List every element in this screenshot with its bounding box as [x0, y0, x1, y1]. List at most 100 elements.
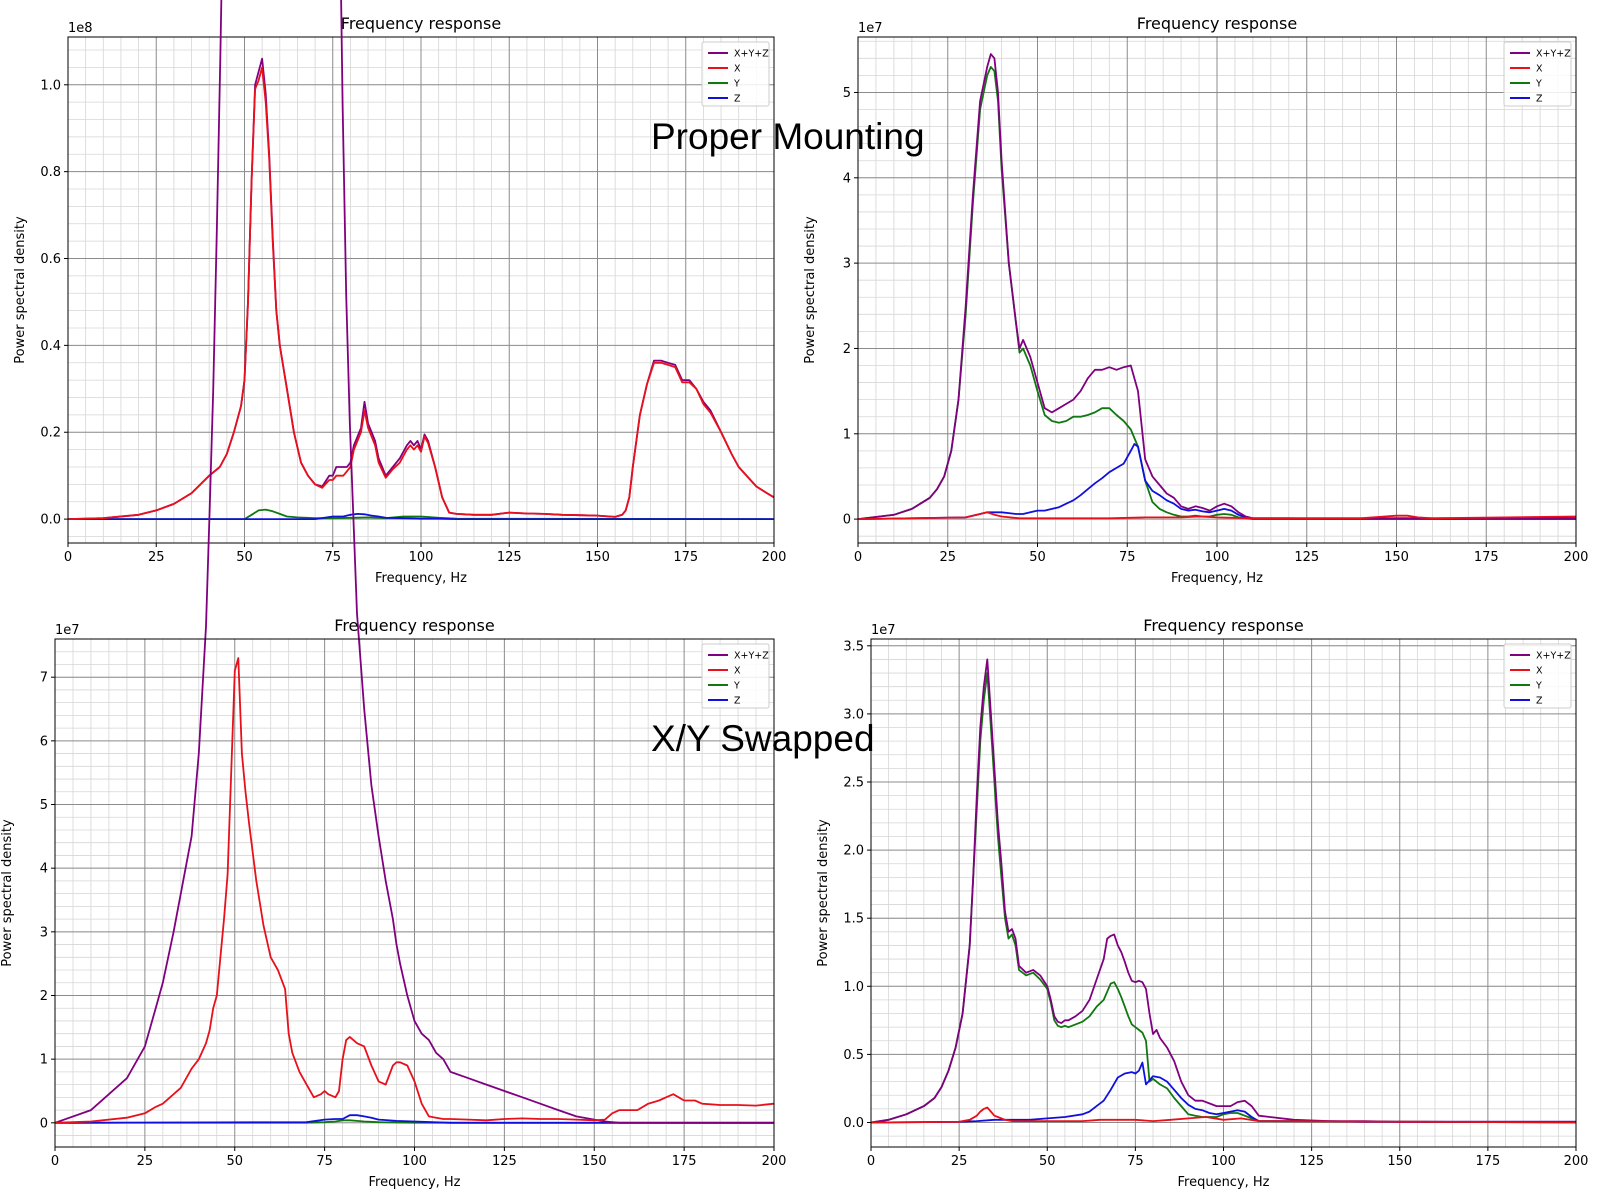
overlay-label-proper-mounting: Proper Mounting: [651, 116, 925, 157]
legend-entry: Y: [1535, 681, 1542, 692]
chart-title: Frequency response: [334, 616, 494, 635]
legend-entry: X: [1536, 64, 1543, 75]
chart-panel-2: 0 25 50 75 100 125 150 175 200 0 1 2 3 4 5 1e7 Frequency…: [803, 14, 1588, 586]
axis-offset-text: 1e8: [68, 21, 93, 36]
y-tick-label: 0: [40, 1116, 48, 1131]
x-tick-label: 100: [409, 550, 434, 565]
legend-box: [1503, 643, 1572, 709]
legend-entry: Z: [734, 94, 741, 105]
series-line-x: [67, 66, 775, 520]
axis-offset-text: 1e7: [55, 623, 80, 638]
x-tick-label: 100: [402, 1154, 427, 1169]
legend-entry: X+Y+Z: [1536, 651, 1571, 662]
legend: X+Y+Z XYZ: [1503, 643, 1572, 709]
y-tick-label: 1.0: [40, 78, 61, 93]
y-tick-label: 3: [40, 925, 48, 940]
chart-title: Frequency response: [1143, 616, 1303, 635]
y-axis-label: Power spectral density: [0, 819, 15, 967]
chart-panel-4: 0 25 50 75 100 125 150 175 200 0.0 0.5 1.0 1.5 2.0 2.5…: [816, 616, 1588, 1190]
series-line-z: [68, 513, 774, 520]
legend-entry: Y: [1535, 79, 1542, 90]
x-tick-label: 25: [939, 550, 956, 565]
y-tick-label: 2.5: [843, 776, 864, 791]
x-tick-label: 50: [236, 550, 253, 565]
y-tick-label: 1: [843, 427, 851, 442]
major-grid: [870, 639, 1577, 1147]
y-tick-label: 5: [40, 798, 48, 813]
legend-entry: X: [734, 64, 741, 75]
y-axis-label: Power spectral density: [816, 819, 831, 967]
series-line-x: [857, 511, 1577, 520]
x-tick-label: 200: [762, 1154, 787, 1169]
chart-panel-3: 0 25 50 75 100 125 150 175 200 0 1 2 3 4 5 6 7 1e7 Frequen…: [0, 0, 786, 1190]
y-tick-label: 0.5: [843, 1048, 864, 1063]
x-tick-label: 150: [1387, 1154, 1412, 1169]
x-tick-label: 75: [1119, 550, 1136, 565]
series-line-y: [54, 1119, 775, 1124]
series-line-x: [54, 657, 775, 1124]
series-line-xyz: [857, 53, 1576, 520]
y-tick-label: 0.0: [40, 513, 61, 528]
axis-offset-text: 1e7: [871, 623, 896, 638]
legend-entry: Z: [734, 696, 741, 707]
legend-entry: X+Y+Z: [734, 49, 769, 60]
legend-box: [1503, 41, 1572, 107]
legend-entry: Y: [733, 681, 740, 692]
x-tick-label: 0: [64, 550, 72, 565]
y-tick-label: 3: [843, 257, 851, 272]
series-line-z: [54, 1114, 774, 1124]
x-tick-label: 175: [1474, 550, 1499, 565]
axis-offset-text: 1e7: [858, 21, 883, 36]
legend-entry: X+Y+Z: [1536, 49, 1571, 60]
legend: X+Y+Z XYZ: [701, 643, 770, 709]
legend-box: [701, 41, 770, 107]
x-tick-label: 175: [1475, 1154, 1500, 1169]
chart-panel-1: 0 25 50 75 100 125 150 175 200 0.0 0.2 0.4 0.6 0.8 1.0…: [13, 14, 786, 586]
legend-entry: Z: [1536, 94, 1543, 105]
y-tick-label: 1.5: [843, 912, 864, 927]
y-tick-label: 4: [843, 171, 851, 186]
legend: X+Y+Z XYZ: [701, 41, 770, 107]
y-tick-label: 5: [843, 86, 851, 101]
y-tick-label: 3.0: [843, 707, 864, 722]
y-tick-label: 4: [40, 862, 48, 877]
overlay-label-xy-swapped: X/Y Swapped: [651, 718, 875, 759]
x-tick-label: 50: [226, 1154, 243, 1169]
legend-entry: X+Y+Z: [734, 651, 769, 662]
series-line-z: [857, 443, 1576, 520]
x-axis-label: Frequency, Hz: [375, 571, 467, 586]
chart-title: Frequency response: [341, 14, 501, 33]
x-tick-label: 125: [492, 1154, 517, 1169]
x-tick-label: 100: [1205, 550, 1230, 565]
y-tick-label: 0.4: [40, 339, 61, 354]
y-tick-label: 0: [843, 513, 851, 528]
x-tick-label: 125: [1294, 550, 1319, 565]
legend-box: [701, 643, 770, 709]
x-tick-label: 150: [582, 1154, 607, 1169]
x-tick-label: 200: [762, 550, 787, 565]
x-tick-label: 25: [137, 1154, 154, 1169]
y-tick-label: 0.0: [843, 1116, 864, 1131]
x-tick-label: 150: [1384, 550, 1409, 565]
y-tick-label: 2: [40, 989, 48, 1004]
y-axis-label: Power spectral density: [13, 216, 28, 364]
legend-entry: X: [1536, 666, 1543, 677]
y-tick-label: 7: [40, 671, 48, 686]
x-tick-label: 175: [672, 1154, 697, 1169]
x-tick-label: 100: [1211, 1154, 1236, 1169]
x-tick-label: 50: [1039, 1154, 1056, 1169]
x-tick-label: 0: [51, 1154, 59, 1169]
legend: X+Y+Z XYZ: [1503, 41, 1572, 107]
x-axis-label: Frequency, Hz: [1177, 1175, 1269, 1190]
series-line-y: [68, 508, 775, 520]
chart-title: Frequency response: [1137, 14, 1297, 33]
x-tick-label: 0: [867, 1154, 875, 1169]
x-tick-label: 200: [1564, 550, 1589, 565]
x-axis-label: Frequency, Hz: [368, 1175, 460, 1190]
y-tick-label: 1.0: [843, 980, 864, 995]
y-tick-label: 3.5: [843, 639, 864, 654]
x-tick-label: 200: [1564, 1154, 1589, 1169]
x-tick-label: 50: [1029, 550, 1046, 565]
y-tick-label: 6: [40, 734, 48, 749]
